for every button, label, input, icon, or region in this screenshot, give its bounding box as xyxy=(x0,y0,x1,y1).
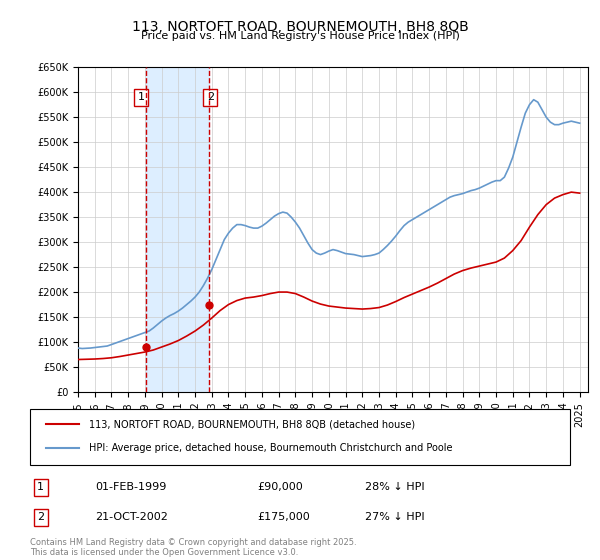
Text: HPI: Average price, detached house, Bournemouth Christchurch and Poole: HPI: Average price, detached house, Bour… xyxy=(89,443,453,453)
FancyBboxPatch shape xyxy=(30,409,570,465)
Text: 2: 2 xyxy=(37,512,44,522)
Text: Price paid vs. HM Land Registry's House Price Index (HPI): Price paid vs. HM Land Registry's House … xyxy=(140,31,460,41)
Text: 113, NORTOFT ROAD, BOURNEMOUTH, BH8 8QB (detached house): 113, NORTOFT ROAD, BOURNEMOUTH, BH8 8QB … xyxy=(89,419,416,430)
Text: 01-FEB-1999: 01-FEB-1999 xyxy=(95,482,166,492)
Text: 1: 1 xyxy=(37,482,44,492)
Text: £175,000: £175,000 xyxy=(257,512,310,522)
Text: 21-OCT-2002: 21-OCT-2002 xyxy=(95,512,167,522)
Text: 113, NORTOFT ROAD, BOURNEMOUTH, BH8 8QB: 113, NORTOFT ROAD, BOURNEMOUTH, BH8 8QB xyxy=(131,20,469,34)
Text: 2: 2 xyxy=(206,92,214,102)
Bar xyxy=(146,67,209,392)
Text: Contains HM Land Registry data © Crown copyright and database right 2025.
This d: Contains HM Land Registry data © Crown c… xyxy=(30,538,356,557)
Text: 1: 1 xyxy=(138,92,145,102)
Text: 28% ↓ HPI: 28% ↓ HPI xyxy=(365,482,424,492)
Text: £90,000: £90,000 xyxy=(257,482,302,492)
Text: 27% ↓ HPI: 27% ↓ HPI xyxy=(365,512,424,522)
